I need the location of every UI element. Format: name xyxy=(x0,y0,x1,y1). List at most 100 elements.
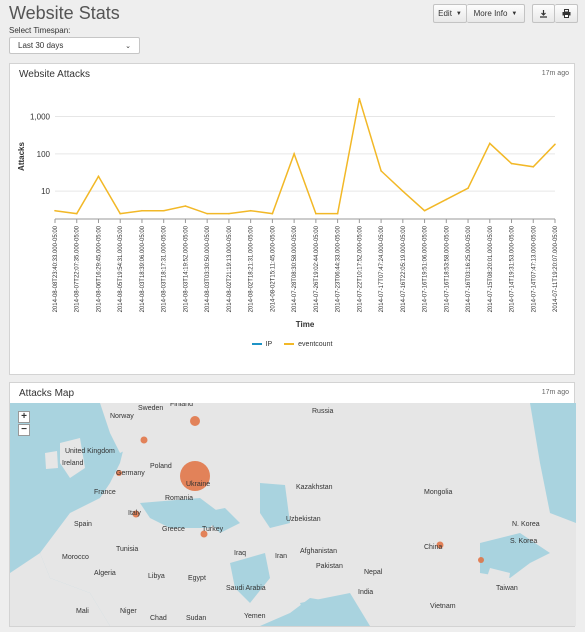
map-label: Russia xyxy=(312,408,334,415)
map-label: S. Korea xyxy=(510,538,538,545)
map-label: Niger xyxy=(120,608,137,615)
zoom-in-button[interactable]: + xyxy=(18,411,30,423)
attack-bubble[interactable] xyxy=(478,557,484,563)
map-label: Chad xyxy=(150,615,167,622)
map-label: Mongolia xyxy=(424,489,453,496)
map-label: Kazakhstan xyxy=(296,484,333,491)
x-tick-label: 2014-08-03T18:17:31.000-05:00 xyxy=(162,225,168,312)
x-tick-label: 2014-07-16T18:53:58.000-05:00 xyxy=(444,225,450,312)
x-tick-label: 2014-08-08T23:40:33.000-05:00 xyxy=(53,225,59,312)
refresh-time: 17m ago xyxy=(541,70,569,77)
attack-bubble[interactable] xyxy=(140,436,148,444)
map-container[interactable]: Sweden Finland Norway Russia United Kingdom I… xyxy=(10,403,576,626)
attack-bubble[interactable] xyxy=(200,530,208,538)
timespan-select[interactable]: Last 30 days ⌄ xyxy=(9,37,140,54)
map-label: Germany xyxy=(116,470,145,477)
map-label: Norway xyxy=(110,413,134,420)
x-tick-label: 2014-07-15T08:20:01.000-05:00 xyxy=(488,225,494,312)
map-label: India xyxy=(358,589,374,596)
edit-button[interactable]: Edit ▼ xyxy=(433,4,467,23)
map-label: Sudan xyxy=(186,615,207,622)
x-tick-label: 2014-08-02T15:11:45.000-05:00 xyxy=(270,225,276,312)
map-label: Iraq xyxy=(234,550,247,557)
print-button[interactable] xyxy=(555,4,578,23)
x-tick-label: 2014-08-03T18:39:06.000-05:00 xyxy=(140,225,146,312)
x-tick-label: 2014-08-03T14:19:52.000-05:00 xyxy=(183,225,189,312)
attack-bubble[interactable] xyxy=(180,461,210,491)
map-label: Afghanistan xyxy=(300,548,337,555)
map-label: Italy xyxy=(128,510,141,517)
panel-title: Website Attacks xyxy=(19,69,90,80)
data-point xyxy=(119,212,122,215)
data-point xyxy=(271,212,274,215)
x-tick-label: 2014-08-06T16:29:45.000-05:00 xyxy=(96,225,102,312)
map-label: Saudi Arabia xyxy=(226,585,266,592)
data-point xyxy=(423,209,426,212)
map-label: Libya xyxy=(148,573,165,580)
timespan-value: Last 30 days xyxy=(18,41,64,50)
attacks-chart: 10 100 1,000 2014-08-08T23:40:33.000-05:00 2… xyxy=(17,97,559,329)
chevron-down-icon: ▼ xyxy=(511,10,518,17)
map-label: Iran xyxy=(275,553,288,560)
x-tick-label: 2014-07-17T07:47:24.000-05:00 xyxy=(379,225,385,312)
edit-label: Edit xyxy=(438,9,452,18)
map-label: Ukraine xyxy=(186,481,211,488)
map-label: Egypt xyxy=(188,575,206,582)
more-info-label: More Info xyxy=(473,9,508,18)
attack-bubble[interactable] xyxy=(190,416,200,426)
legend-item-ip[interactable]: IP xyxy=(251,340,273,348)
map-label: Taiwan xyxy=(496,585,518,592)
x-tick-label: 2014-07-11T19:20:07.000-05:00 xyxy=(553,225,559,312)
map-label: Finland xyxy=(170,403,193,408)
data-point xyxy=(554,143,556,146)
data-point xyxy=(228,212,230,215)
attack-bubble[interactable] xyxy=(436,541,444,549)
data-point xyxy=(358,97,361,100)
map-land xyxy=(10,403,576,626)
map-label: Yemen xyxy=(244,613,266,620)
map-label: Spain xyxy=(74,521,92,528)
data-point xyxy=(336,212,339,215)
map-label: Greece xyxy=(162,526,185,533)
timespan-label: Select Timespan: xyxy=(9,26,71,35)
map-label: Nepal xyxy=(364,569,383,576)
map-bubbles xyxy=(116,416,484,563)
data-point xyxy=(402,190,404,192)
map-label: Mali xyxy=(76,608,89,615)
map-label: Ireland xyxy=(62,460,84,467)
more-info-button[interactable]: More Info ▼ xyxy=(467,4,525,23)
legend-label: IP xyxy=(265,340,273,348)
legend-item-eventcount[interactable]: eventcount xyxy=(284,341,332,348)
x-tick-label: 2014-07-26T19:02:44.000-05:00 xyxy=(314,225,320,312)
y-tick-label: 10 xyxy=(41,187,50,196)
y-tick-label: 100 xyxy=(37,150,51,159)
download-button[interactable] xyxy=(532,4,555,23)
data-point xyxy=(206,212,208,215)
x-tick-label: 2014-07-14T07:47:13.000-05:00 xyxy=(531,225,537,312)
zoom-out-button[interactable]: − xyxy=(18,424,30,436)
world-map[interactable]: Sweden Finland Norway Russia United Kingdom I… xyxy=(10,403,576,626)
y-tick-label: 1,000 xyxy=(30,112,51,121)
x-tick-label: 2014-07-16T19:51:06.000-05:00 xyxy=(423,225,429,312)
x-tick-label: 2014-08-03T03:30:50.000-05:00 xyxy=(205,225,211,312)
x-tick-label: 2014-08-05T19:54:31.000-05:00 xyxy=(118,225,124,312)
map-label: Romania xyxy=(165,495,194,502)
map-label: Algeria xyxy=(94,570,116,577)
data-point xyxy=(315,212,317,215)
website-attacks-panel: Website Attacks 17m ago 10 100 1,000 2014-0… xyxy=(9,63,575,375)
data-point xyxy=(467,187,469,190)
edit-more-group: Edit ▼ More Info ▼ xyxy=(433,4,525,23)
data-point xyxy=(445,198,448,201)
map-label: Uzbekistan xyxy=(286,516,321,523)
export-group xyxy=(532,4,578,23)
print-icon xyxy=(562,9,570,18)
data-point xyxy=(97,175,100,178)
legend-label: eventcount xyxy=(298,340,333,348)
attack-bubble[interactable] xyxy=(132,510,140,518)
x-tick-label: 2014-08-02T18:21:31.000-05:00 xyxy=(249,225,255,312)
x-tick-label: 2014-07-23T06:44:33.000-05:00 xyxy=(336,225,342,312)
chevron-down-icon: ⌄ xyxy=(125,42,131,50)
data-point xyxy=(184,205,187,207)
attack-bubble[interactable] xyxy=(116,470,122,476)
x-tick-label: 2014-08-07T22:07:35.000-05:00 xyxy=(75,225,81,312)
